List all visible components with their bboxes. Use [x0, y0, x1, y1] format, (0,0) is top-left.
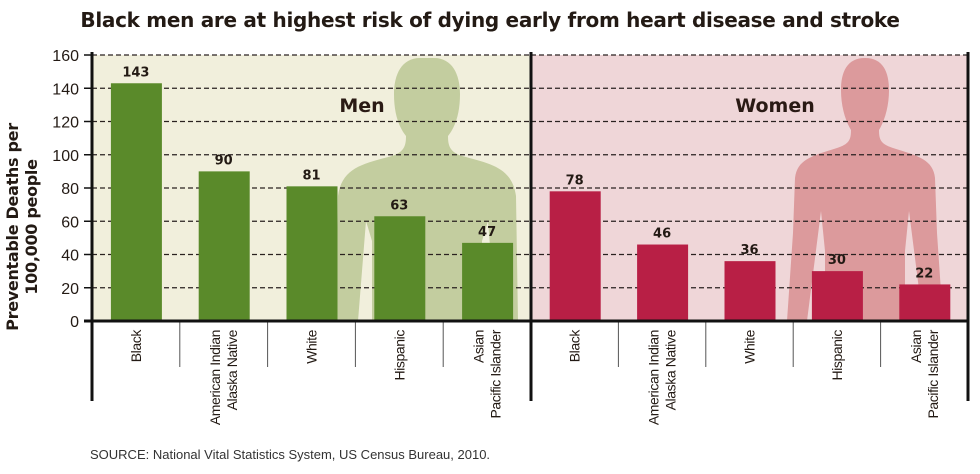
y-tick-label: 0 — [70, 314, 79, 331]
data-label: 78 — [566, 173, 584, 188]
y-tick-label: 80 — [61, 181, 79, 198]
data-label: 47 — [478, 225, 496, 240]
bar-men — [286, 186, 338, 321]
data-label: 81 — [302, 168, 320, 183]
data-label: 63 — [390, 198, 408, 213]
y-tick-label: 40 — [61, 248, 79, 265]
bar-men — [110, 83, 162, 321]
bar-women — [724, 261, 776, 321]
bar-men — [374, 216, 426, 321]
data-label: 36 — [740, 243, 758, 258]
panel-label-men: Men — [339, 95, 384, 117]
y-tick-label: 140 — [52, 81, 79, 98]
data-label: 143 — [122, 65, 149, 80]
bar-women — [811, 271, 863, 321]
bar-women — [899, 284, 951, 321]
category-label: White — [304, 329, 320, 363]
woman-silhouette-icon — [787, 58, 943, 321]
category-label: Alaska Native — [224, 329, 240, 410]
y-tick-label: 20 — [61, 281, 79, 298]
category-label: Pacific Islander — [925, 329, 941, 418]
category-label: White — [742, 329, 758, 363]
source-note: SOURCE: National Vital Statistics System… — [90, 447, 491, 462]
y-tick-label: 160 — [52, 48, 79, 65]
data-label: 30 — [828, 253, 846, 268]
data-label: 46 — [653, 227, 671, 242]
bar-men — [462, 242, 514, 321]
bar-women — [549, 191, 601, 321]
y-tick-label: 60 — [61, 214, 79, 231]
category-label: Asian — [908, 330, 924, 363]
category-label: Asian — [471, 330, 487, 363]
category-label: American Indian — [207, 330, 223, 425]
chart-title: Black men are at highest risk of dying e… — [80, 8, 900, 32]
bar-women — [637, 244, 689, 321]
category-label: Alaska Native — [663, 329, 679, 410]
y-tick-label: 100 — [52, 148, 79, 165]
data-label: 22 — [915, 266, 933, 281]
category-label: Pacific Islander — [488, 329, 504, 418]
data-label: 90 — [215, 153, 233, 168]
category-label: Black — [567, 329, 583, 363]
bar-men — [198, 171, 250, 321]
category-label: Hispanic — [829, 330, 845, 381]
category-label: American Indian — [646, 330, 662, 425]
panel-label-women: Women — [735, 95, 815, 117]
category-label: Hispanic — [391, 330, 407, 381]
y-tick-label: 120 — [52, 115, 79, 132]
category-label: Black — [128, 329, 144, 363]
